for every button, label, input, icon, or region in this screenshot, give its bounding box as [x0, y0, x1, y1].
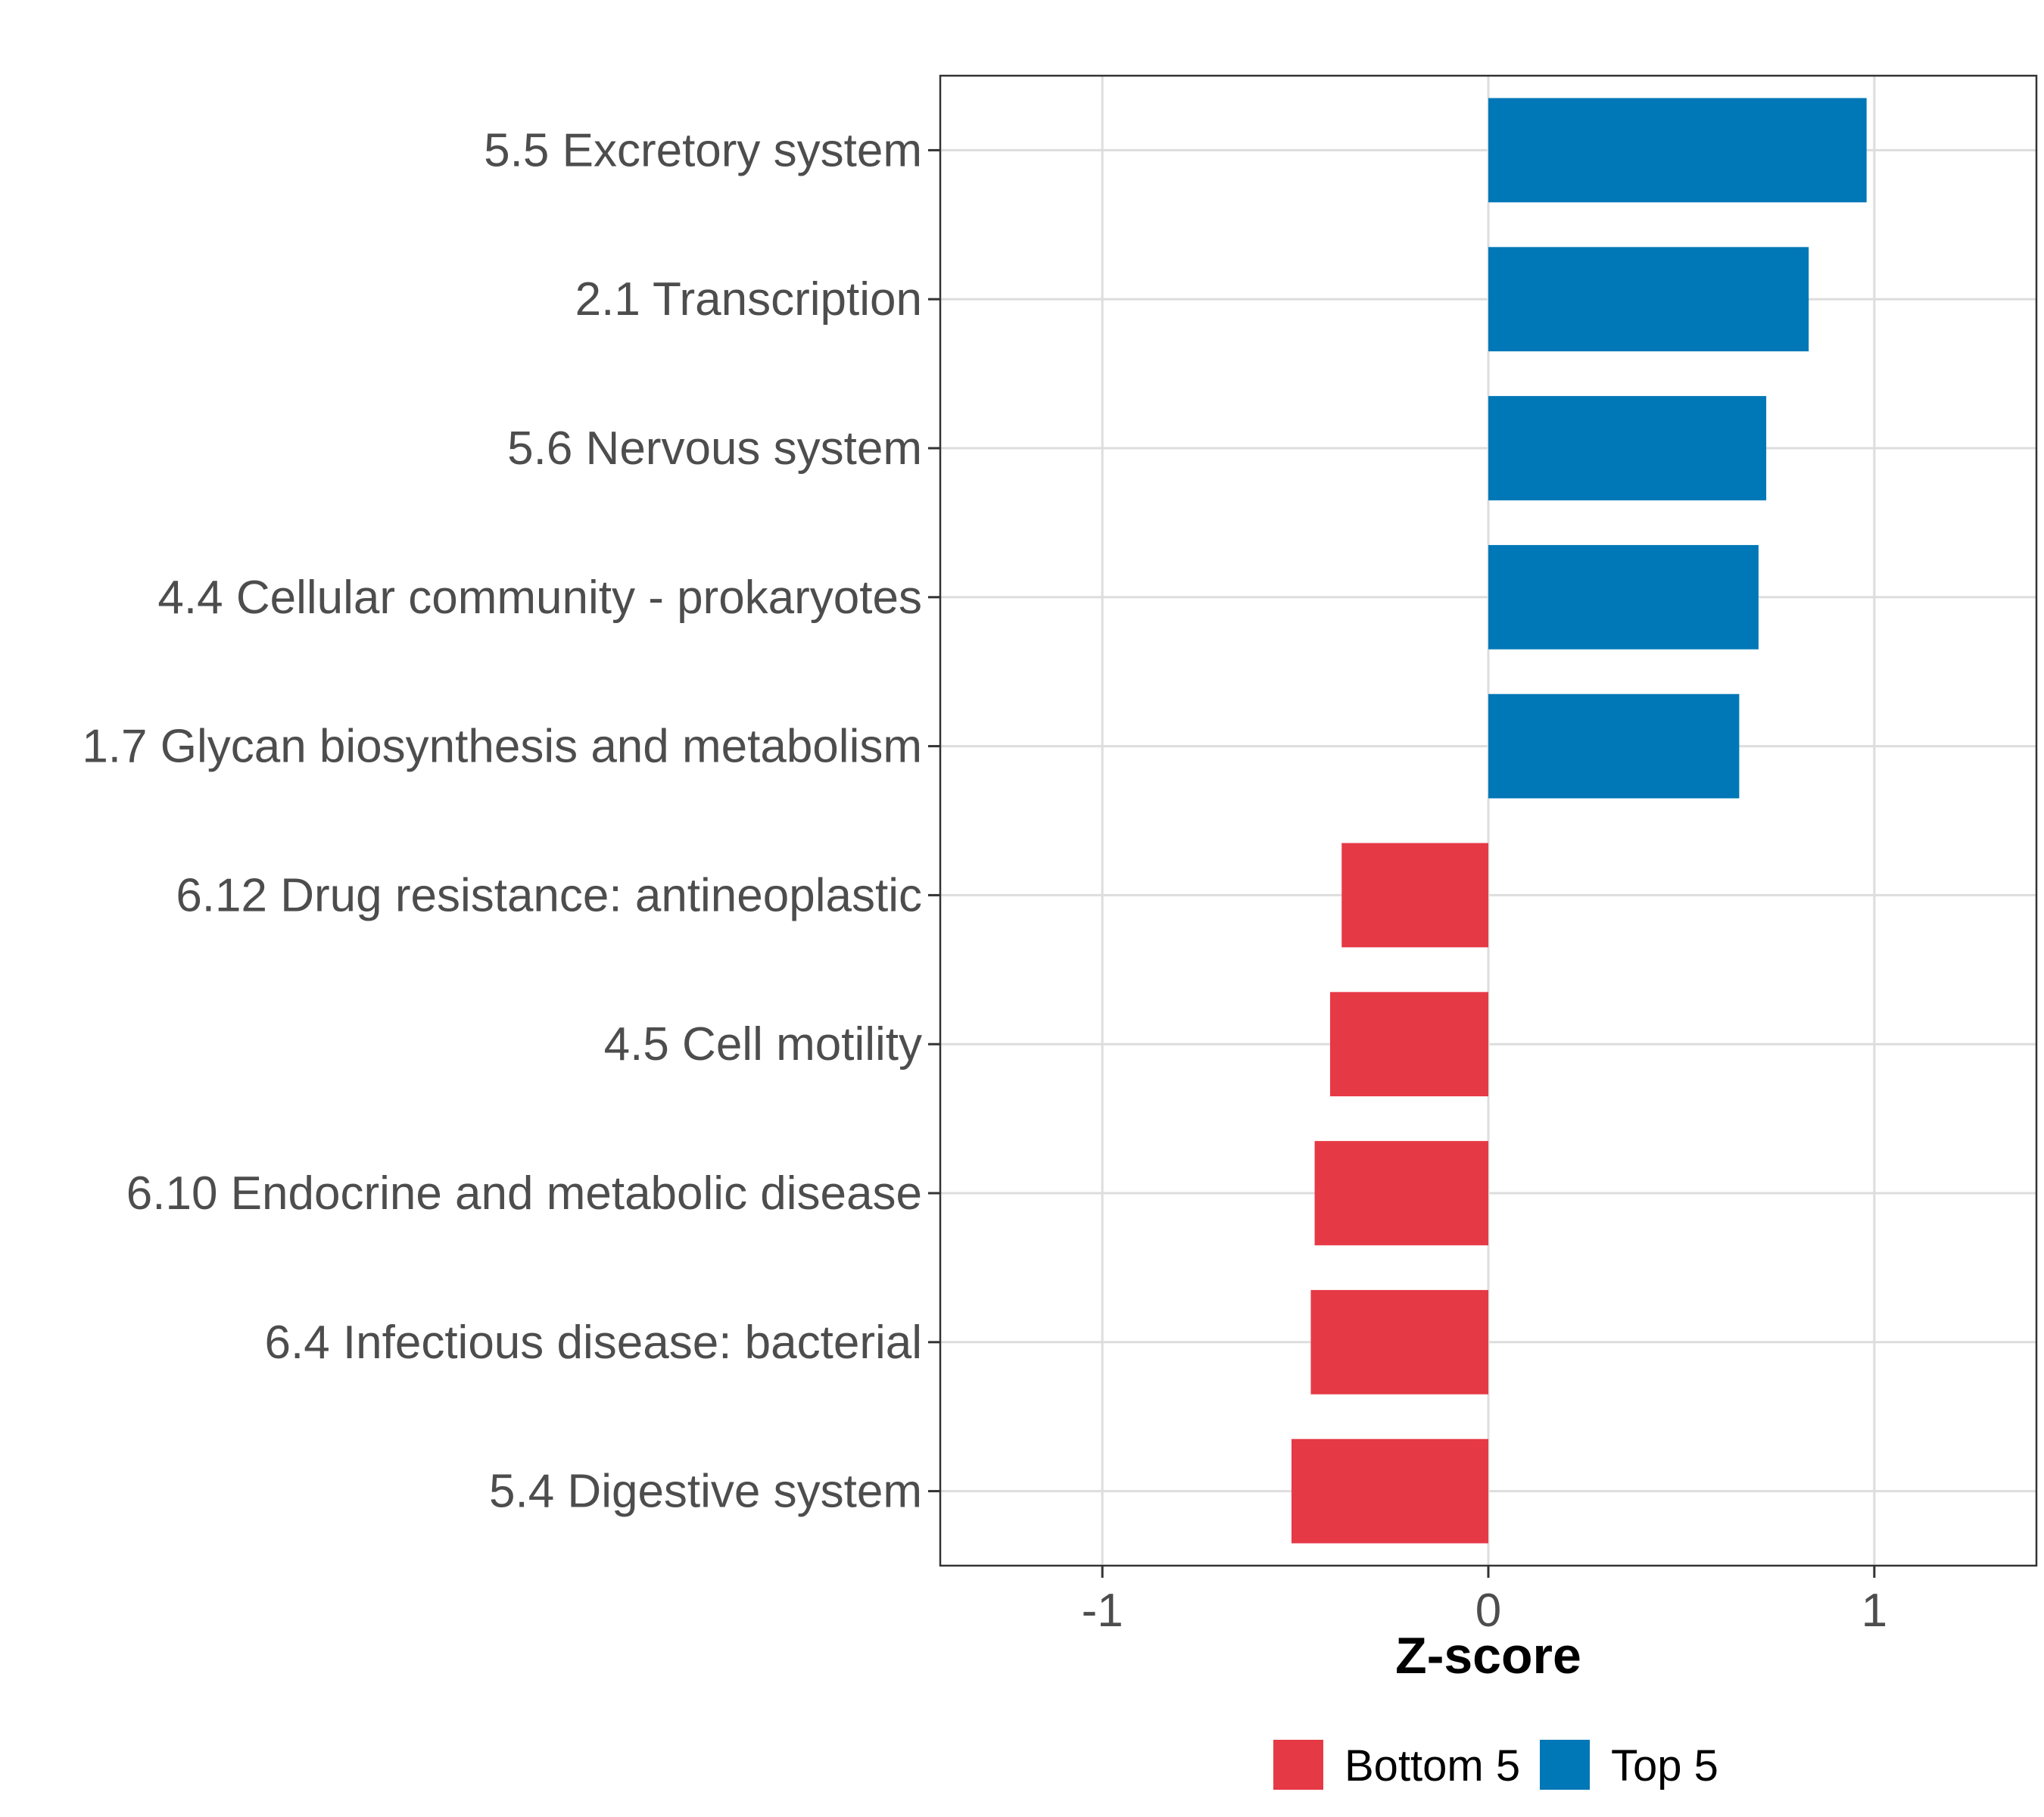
- bar: [1488, 693, 1740, 799]
- legend-label: Top 5: [1611, 1741, 1718, 1791]
- y-tick-label: 6.12 Drug resistance: antineoplastic: [176, 869, 922, 921]
- bar: [1291, 1438, 1488, 1544]
- x-tick-label: -1: [1082, 1585, 1123, 1637]
- bar: [1488, 544, 1759, 650]
- y-tick-label: 1.7 Glycan biosynthesis and metabolism: [82, 721, 922, 773]
- bar: [1329, 992, 1488, 1097]
- legend-swatch: [1540, 1740, 1590, 1790]
- y-tick-label: 6.4 Infectious disease: bacterial: [264, 1317, 922, 1369]
- bar: [1314, 1141, 1488, 1245]
- y-axis-ticks: 5.5 Excretory system 2.1 Transcription 5.6…: [82, 124, 940, 1518]
- x-tick-label: 0: [1475, 1585, 1501, 1637]
- y-tick-label: 5.6 Nervous system: [507, 422, 922, 475]
- y-tick-label: 4.4 Cellular community - prokaryotes: [157, 572, 922, 624]
- legend: Bottom 5 Top 5: [1273, 1740, 1718, 1791]
- y-tick-label: 4.5 Cell motility: [604, 1018, 922, 1071]
- y-tick-label: 2.1 Transcription: [575, 273, 922, 326]
- bar: [1488, 98, 1867, 203]
- legend-swatch: [1273, 1740, 1323, 1790]
- bar: [1310, 1289, 1488, 1395]
- x-tick-label: 1: [1862, 1585, 1887, 1637]
- x-axis-title: Z-score: [1395, 1627, 1581, 1685]
- y-tick-label: 6.10 Endocrine and metabolic disease: [126, 1167, 922, 1220]
- bar: [1488, 396, 1767, 500]
- y-tick-label: 5.5 Excretory system: [484, 124, 922, 176]
- bar: [1488, 247, 1809, 352]
- legend-label: Bottom 5: [1344, 1741, 1520, 1791]
- bar: [1341, 843, 1488, 948]
- x-axis-ticks: -1 0 1: [1082, 1566, 1887, 1637]
- bars: [1291, 98, 1867, 1544]
- y-tick-label: 5.4 Digestive system: [489, 1466, 922, 1518]
